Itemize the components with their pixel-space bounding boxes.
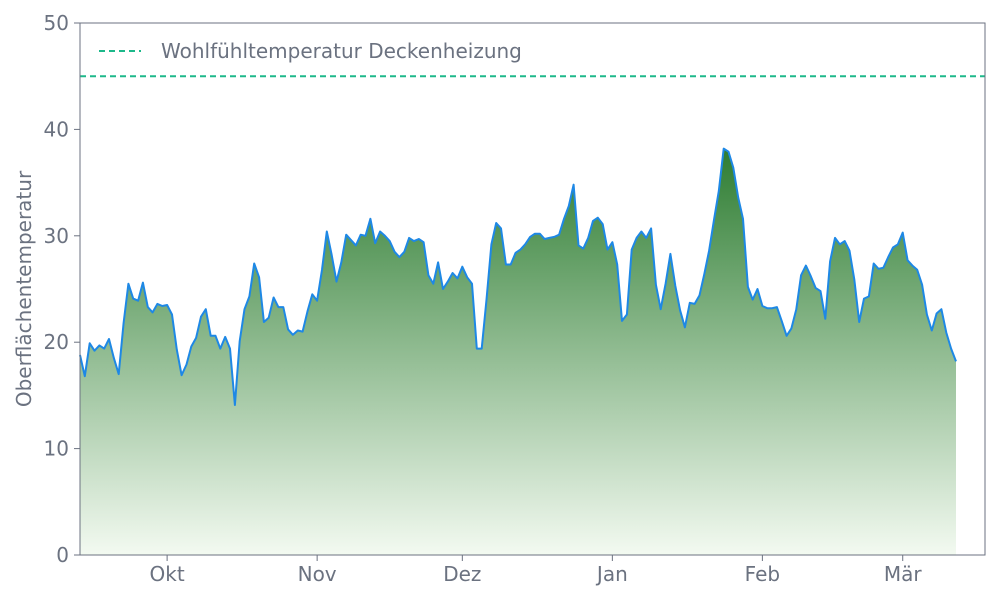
x-tick-label: Nov — [298, 562, 337, 586]
y-tick-label: 20 — [44, 330, 69, 354]
series-area — [80, 148, 956, 555]
plot-frame — [79, 22, 986, 556]
y-tick-label: 10 — [44, 437, 69, 461]
x-tick-label: Feb — [745, 562, 780, 586]
legend-label: Wohlfühltemperatur Deckenheizung — [161, 39, 522, 63]
y-tick-label: 0 — [56, 543, 69, 567]
y-tick-label: 30 — [44, 224, 69, 248]
area-fill-layer — [79, 147, 957, 555]
y-tick-label: 50 — [44, 11, 69, 35]
y-tick-label: 40 — [44, 117, 69, 141]
legend: Wohlfühltemperatur Deckenheizung — [99, 39, 522, 63]
series-line — [79, 147, 957, 406]
y-axis-label: Oberflächentemperatur — [12, 170, 36, 407]
x-tick-label: Dez — [443, 562, 481, 586]
x-tick-label: Okt — [150, 562, 185, 586]
axis-ticks-layer: 0 10 20 30 40 50 Okt Nov Dez Jan Feb Mär — [44, 11, 923, 586]
x-tick-label: Mär — [884, 562, 923, 586]
x-tick-label: Jan — [595, 562, 628, 586]
